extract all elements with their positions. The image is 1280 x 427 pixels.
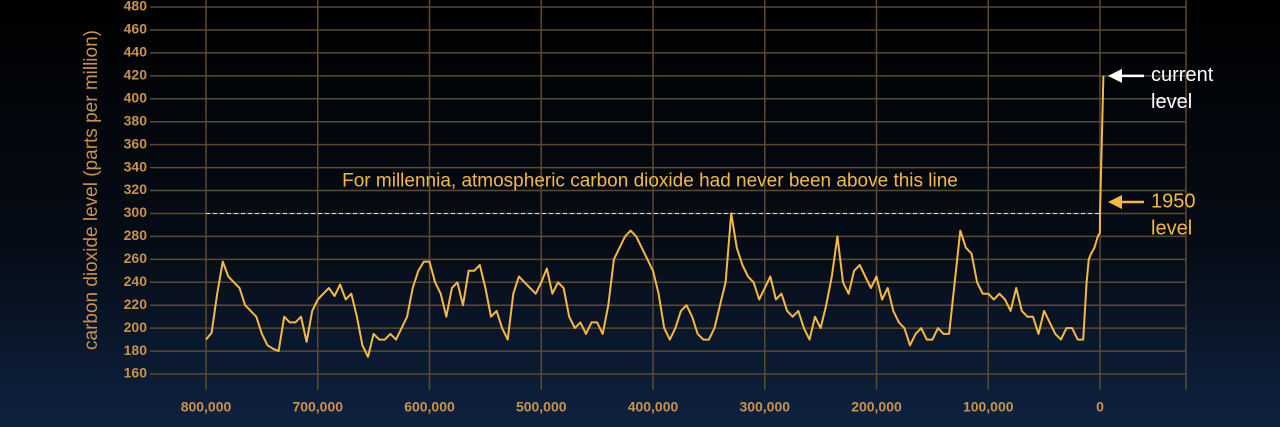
data-line (205, 75, 1105, 358)
y-tick-label: 360 (124, 135, 148, 151)
y-tick-label: 280 (124, 227, 148, 243)
y-tick-label: 240 (124, 273, 148, 289)
arrow-label: current (1151, 64, 1214, 86)
annotation: For millennia, atmospheric carbon dioxid… (342, 170, 958, 191)
arrow-head (1108, 194, 1122, 209)
y-axis-label: carbon dioxide level (parts per million) (81, 30, 102, 350)
x-tick-label: 400,000 (628, 399, 679, 415)
y-tick-label: 400 (124, 89, 148, 105)
x-tick-label: 800,000 (181, 399, 232, 415)
x-tick-label: 200,000 (851, 399, 902, 415)
x-tick-label: 0 (1096, 399, 1104, 415)
y-tick-label: 220 (124, 296, 148, 312)
x-tick-label: 700,000 (292, 399, 343, 415)
y-tick-label: 380 (124, 112, 148, 128)
y-tick-label: 460 (124, 21, 148, 37)
x-tick-label: 100,000 (963, 399, 1014, 415)
arrow-head (1108, 68, 1122, 83)
x-tick-label: 500,000 (516, 399, 567, 415)
arrow-label: 1950 (1151, 190, 1196, 212)
arrow-label: level (1151, 217, 1192, 239)
x-tick-label: 600,000 (404, 399, 455, 415)
arrow-label: level (1151, 91, 1192, 113)
y-tick-label: 300 (124, 204, 148, 220)
x-tick-label: 300,000 (739, 399, 790, 415)
y-tick-label: 180 (124, 342, 148, 358)
y-tick-label: 480 (124, 0, 148, 14)
y-tick-label: 160 (124, 365, 148, 381)
y-tick-label: 340 (124, 158, 148, 174)
y-tick-label: 260 (124, 250, 148, 266)
y-tick-label: 320 (124, 181, 148, 197)
y-tick-label: 440 (124, 44, 148, 60)
y-tick-label: 420 (124, 67, 148, 83)
y-tick-label: 200 (124, 319, 148, 335)
